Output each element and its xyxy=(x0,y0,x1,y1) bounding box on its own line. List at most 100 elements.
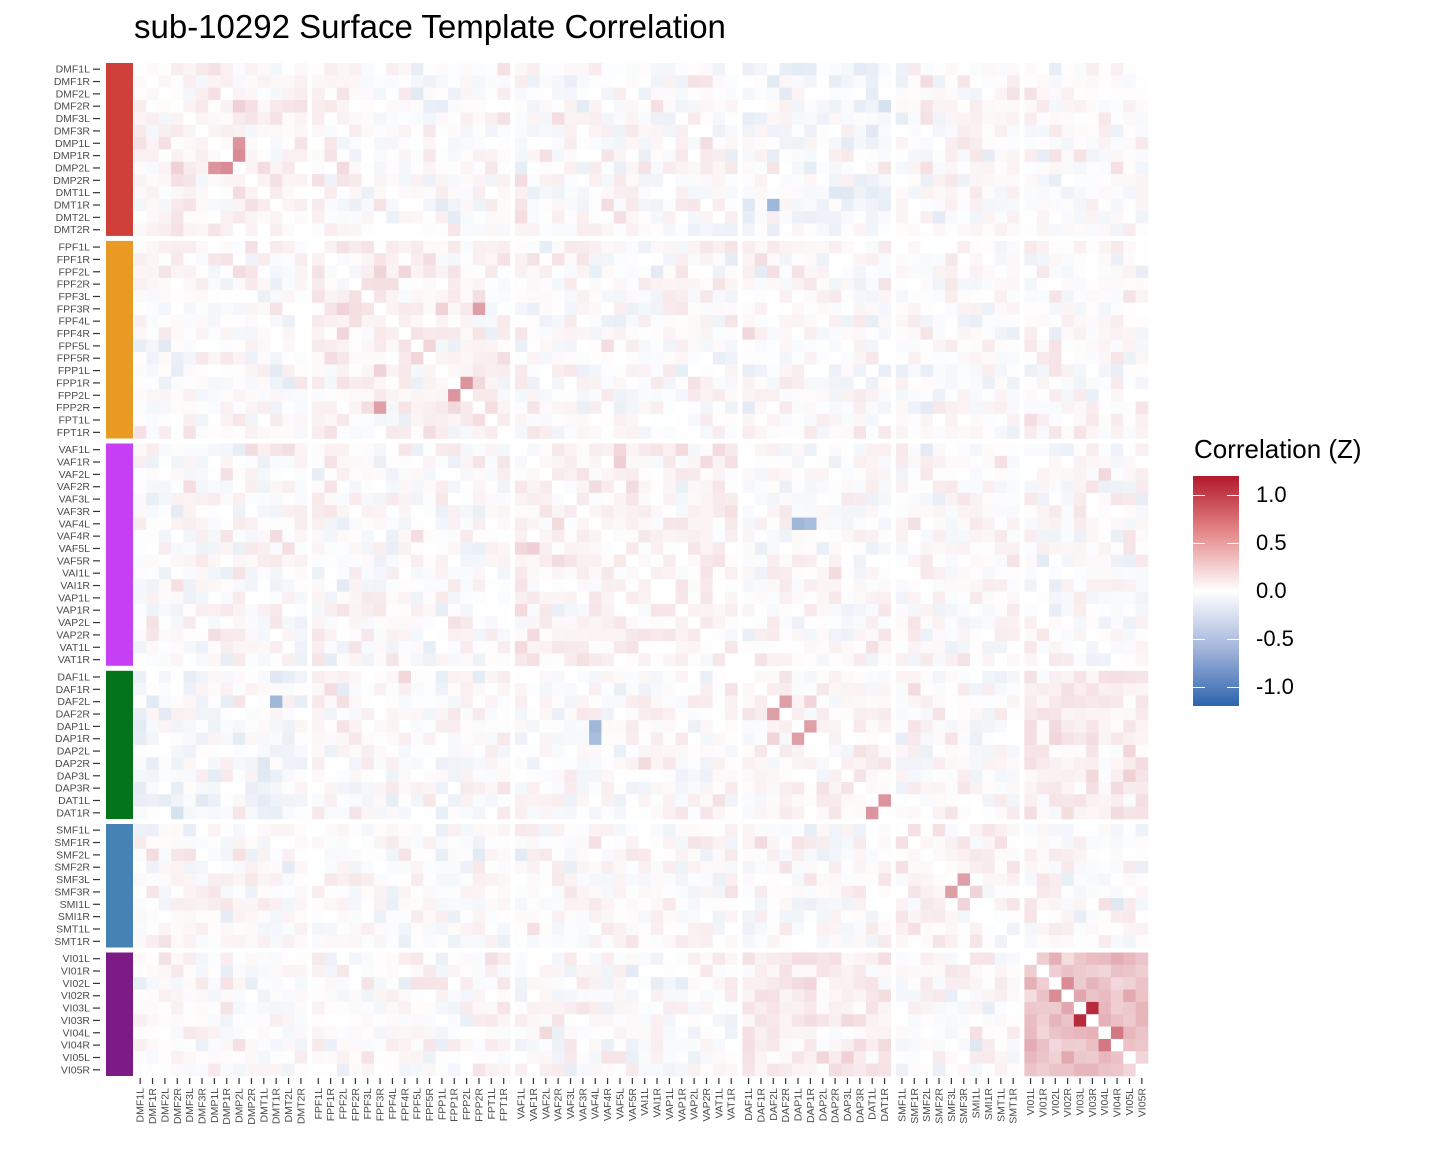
heatmap-cell xyxy=(687,492,701,506)
heatmap-cell xyxy=(1135,376,1149,390)
heatmap-cell xyxy=(638,161,652,175)
heatmap-cell xyxy=(448,769,461,783)
heatmap-cell xyxy=(386,517,399,531)
heatmap-cell xyxy=(675,186,689,200)
heatmap-cell xyxy=(232,653,246,667)
heatmap-cell xyxy=(460,376,474,390)
heatmap-cell xyxy=(134,695,147,709)
heatmap-cell xyxy=(1036,198,1050,212)
heatmap-cell xyxy=(158,253,172,266)
heatmap-cell xyxy=(712,401,726,415)
heatmap-cell xyxy=(485,265,498,279)
heatmap-cell xyxy=(514,554,528,568)
heatmap-cell xyxy=(361,628,375,642)
heatmap-cell xyxy=(183,781,197,795)
heatmap-cell xyxy=(725,492,738,506)
heatmap-cell xyxy=(576,161,590,175)
heatmap-cell xyxy=(232,124,246,138)
heatmap-cell xyxy=(767,579,780,592)
heatmap-cell xyxy=(232,641,246,654)
heatmap-cell xyxy=(700,352,713,365)
heatmap-cell xyxy=(650,253,664,266)
heatmap-cell xyxy=(908,604,921,617)
heatmap-cell xyxy=(514,352,528,365)
heatmap-cell xyxy=(398,376,412,390)
heatmap-cell xyxy=(539,480,553,494)
heatmap-cell xyxy=(472,732,486,746)
heatmap-cell xyxy=(269,149,283,163)
heatmap-cell xyxy=(398,389,412,402)
heatmap-cell xyxy=(828,100,842,113)
heatmap-cell xyxy=(460,492,474,506)
heatmap-cell xyxy=(1049,757,1062,770)
heatmap-cell xyxy=(804,670,817,684)
heatmap-cell xyxy=(564,653,577,667)
heatmap-cell xyxy=(725,376,738,390)
heatmap-cell xyxy=(1123,794,1136,807)
heatmap-cell xyxy=(791,253,805,266)
heatmap-cell xyxy=(349,112,362,126)
heatmap-cell xyxy=(866,401,879,415)
heatmap-cell xyxy=(932,302,946,316)
heatmap-cell xyxy=(589,174,602,187)
heatmap-cell xyxy=(472,653,486,667)
heatmap-cell xyxy=(146,186,160,200)
heatmap-cell xyxy=(373,290,387,303)
heatmap-cell xyxy=(626,265,639,279)
heatmap-cell xyxy=(675,75,689,88)
heatmap-cell xyxy=(245,240,258,254)
heatmap-cell xyxy=(828,364,842,378)
heatmap-cell xyxy=(257,265,271,279)
heatmap-cell xyxy=(448,707,461,721)
heatmap-cell xyxy=(982,542,995,555)
heatmap-cell xyxy=(895,732,909,746)
heatmap-cell xyxy=(448,327,461,340)
heatmap-cell xyxy=(497,670,511,684)
heatmap-cell xyxy=(373,389,387,402)
heatmap-cell xyxy=(742,468,756,481)
heatmap-cell xyxy=(564,137,577,150)
heatmap-cell xyxy=(282,327,296,340)
heatmap-cell xyxy=(601,186,615,200)
heatmap-cell xyxy=(134,707,147,721)
heatmap-cell xyxy=(1123,641,1136,654)
heatmap-cell xyxy=(663,781,676,795)
heatmap-cell xyxy=(497,63,511,76)
heatmap-cell xyxy=(742,413,756,427)
heatmap-cell xyxy=(1036,401,1050,415)
heatmap-cell xyxy=(312,591,325,605)
heatmap-cell xyxy=(1098,492,1112,506)
heatmap-cell xyxy=(663,277,676,291)
heatmap-cell xyxy=(158,401,172,415)
heatmap-cell xyxy=(791,480,805,494)
heatmap-cell xyxy=(742,517,756,531)
heatmap-cell xyxy=(448,836,461,849)
heatmap-cell xyxy=(725,781,738,795)
heatmap-cell xyxy=(601,455,615,469)
heatmap-cell xyxy=(742,769,756,783)
heatmap-cell xyxy=(269,87,283,101)
heatmap-cell xyxy=(742,223,756,237)
heatmap-cell xyxy=(514,315,528,328)
heatmap-cell xyxy=(866,426,879,439)
heatmap-cell xyxy=(294,554,308,568)
heatmap-cell xyxy=(183,112,197,126)
heatmap-cell xyxy=(349,240,362,254)
heatmap-cell xyxy=(386,720,399,733)
heatmap-cell xyxy=(791,87,805,101)
heatmap-cell xyxy=(232,579,246,592)
heatmap-cell xyxy=(638,137,652,150)
heatmap-cell xyxy=(134,492,147,506)
heatmap-cell xyxy=(208,63,221,76)
heatmap-cell xyxy=(754,806,768,820)
heatmap-cell xyxy=(312,554,325,568)
heatmap-cell xyxy=(551,161,565,175)
heatmap-cell xyxy=(920,505,934,518)
heatmap-cell xyxy=(589,781,602,795)
heatmap-cell xyxy=(932,591,946,605)
heatmap-cell xyxy=(195,426,209,439)
heatmap-cell xyxy=(220,695,234,709)
heatmap-cell xyxy=(742,591,756,605)
heatmap-cell xyxy=(514,707,528,721)
heatmap-cell xyxy=(373,186,387,200)
